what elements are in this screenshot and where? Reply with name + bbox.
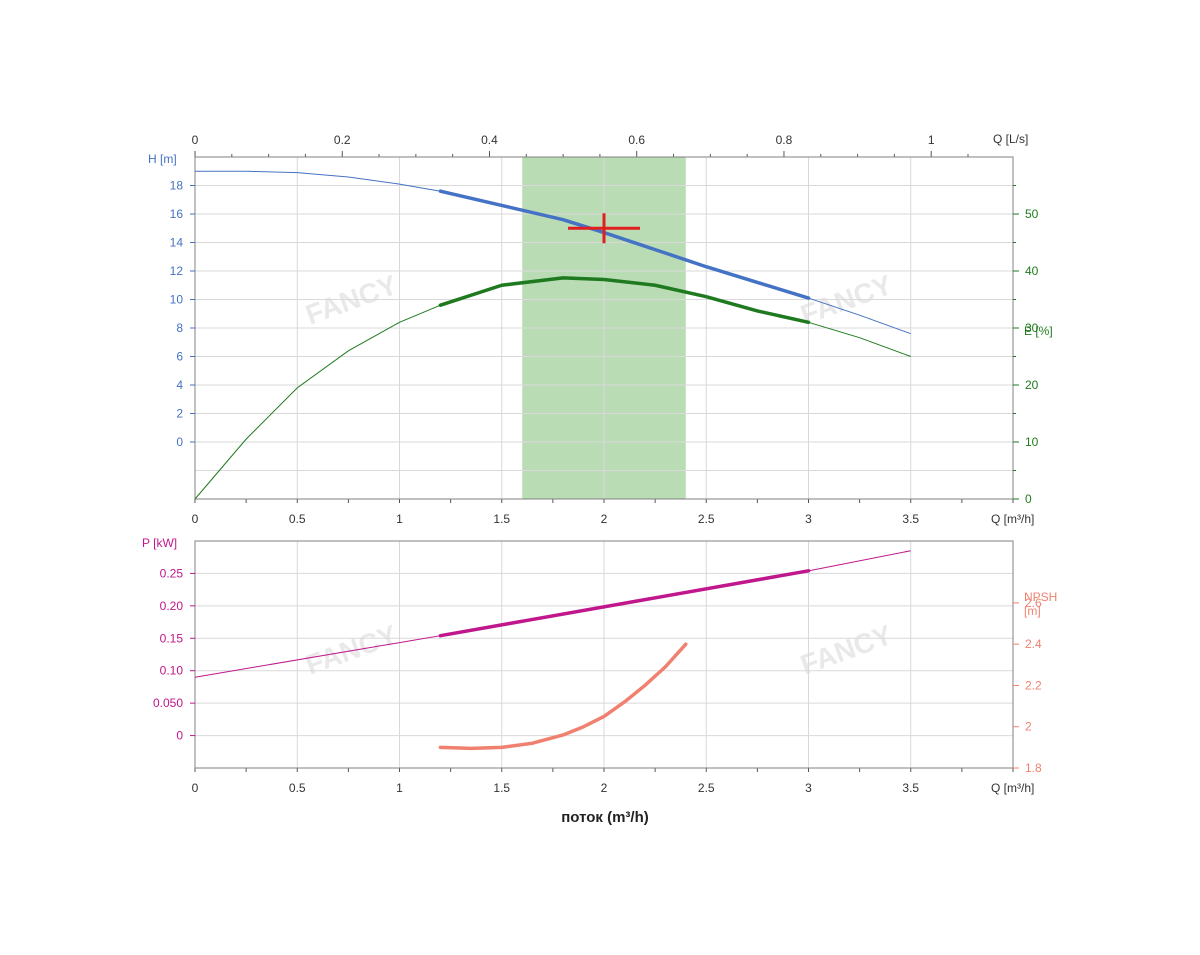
p-tick-label: 0.20 <box>160 599 184 613</box>
bottom-x-tick-label: 3 <box>805 781 812 795</box>
bottom-x-tick-label: 2 <box>601 781 608 795</box>
e-tick-label: 50 <box>1025 207 1039 221</box>
flow-axis-title: поток (m³/h) <box>561 809 649 826</box>
top-x-tick-label: 3.5 <box>902 512 919 526</box>
e-tick-label: 10 <box>1025 435 1039 449</box>
h-tick-label: 4 <box>176 378 183 392</box>
top-x-tick-label: 0 <box>192 512 199 526</box>
e-tick-label: 40 <box>1025 264 1039 278</box>
h-tick-label: 16 <box>170 207 184 221</box>
top-x-tick-label: 1.5 <box>493 512 510 526</box>
npsh-tick-label: 2.4 <box>1025 637 1042 651</box>
q-m3h-axis-label-top: Q [m³/h] <box>991 512 1034 526</box>
npsh-axis-unit: [m] <box>1024 604 1041 618</box>
bottom-curves <box>194 550 911 751</box>
power-curve-bold <box>438 569 811 638</box>
h-tick-label: 14 <box>170 236 184 250</box>
h-tick-label: 0 <box>176 435 183 449</box>
e-axis-label: E [%] <box>1024 324 1053 338</box>
top-q-ls-tick-label: 1 <box>928 133 935 147</box>
e-tick-label: 30 <box>1025 321 1039 335</box>
h-axis-label: H [m] <box>148 152 177 166</box>
top-x-tick-label: 0.5 <box>289 512 306 526</box>
npsh-tick-label: 1.8 <box>1025 761 1042 775</box>
efficiency-curve-bold <box>438 276 811 325</box>
q-m3h-axis-label-bottom: Q [m³/h] <box>991 781 1034 795</box>
p-tick-label: 0.10 <box>160 664 184 678</box>
e-tick-label: 0 <box>1025 492 1032 506</box>
npsh-tick-label: 2.2 <box>1025 678 1042 692</box>
h-tick-label: 6 <box>176 350 183 364</box>
npsh-tick-label: 2.6 <box>1025 596 1042 610</box>
npsh-axis-label: NPSH <box>1024 590 1057 604</box>
h-tick-label: 12 <box>170 264 184 278</box>
bottom-x-tick-label: 3.5 <box>902 781 919 795</box>
top-x-tick-label: 1 <box>396 512 403 526</box>
top-x-tick-label: 2 <box>601 512 608 526</box>
top-q-ls-tick-label: 0.6 <box>628 133 645 147</box>
h-tick-label: 10 <box>170 293 184 307</box>
p-tick-label: 0.050 <box>153 696 183 710</box>
h-tick-label: 8 <box>176 321 183 335</box>
top-q-ls-tick-label: 0.4 <box>481 133 498 147</box>
top-curves <box>194 170 911 500</box>
head-curve-bold <box>438 189 811 300</box>
bottom-plot-frame <box>194 540 1014 769</box>
top-x-tick-label: 2.5 <box>698 512 715 526</box>
bottom-x-tick-label: 0 <box>192 781 199 795</box>
bottom-tick-labels: 0 0.5 1 1.5 2 2.5 3 3.5 0 0.050 0.10 0.15 0.20 0.25 1.… <box>153 566 1042 795</box>
bottom-x-tick-label: 0.5 <box>289 781 306 795</box>
top-tick-labels: 0 0.5 1 1.5 2 2.5 3 3.50 0.2 0.4 0.6 0.8 10246810121… <box>170 133 1039 526</box>
e-tick-label: 20 <box>1025 378 1039 392</box>
duty-point-marker <box>568 213 640 244</box>
power-npsh-panel: 0 0.5 1 1.5 2 2.5 3 3.5 0 0.050 0.10 0.15 0.20 0.25 1.… <box>142 536 1057 826</box>
h-tick-label: 18 <box>170 179 184 193</box>
bottom-x-tick-label: 1.5 <box>493 781 510 795</box>
p-tick-label: 0.25 <box>160 566 184 580</box>
bottom-x-tick-label: 1 <box>396 781 403 795</box>
npsh-tick-label: 2 <box>1025 720 1032 734</box>
h-tick-label: 2 <box>176 407 183 421</box>
top-q-ls-tick-label: 0.8 <box>776 133 793 147</box>
p-axis-label: P [kW] <box>142 536 177 550</box>
p-tick-label: 0 <box>176 729 183 743</box>
q-ls-axis-label: Q [L/s] <box>993 132 1028 146</box>
watermark-3: FANCY <box>301 619 401 681</box>
p-tick-label: 0.15 <box>160 631 184 645</box>
top-q-ls-tick-label: 0 <box>192 133 199 147</box>
head-efficiency-panel: 0 0.5 1 1.5 2 2.5 3 3.50 0.2 0.4 0.6 0.8 10246810121… <box>148 132 1053 526</box>
top-x-tick-label: 3 <box>805 512 812 526</box>
bottom-x-tick-label: 2.5 <box>698 781 715 795</box>
npsh-curve-bold <box>438 642 688 751</box>
watermark-4: FANCY <box>796 619 896 681</box>
top-q-ls-tick-label: 0.2 <box>334 133 351 147</box>
